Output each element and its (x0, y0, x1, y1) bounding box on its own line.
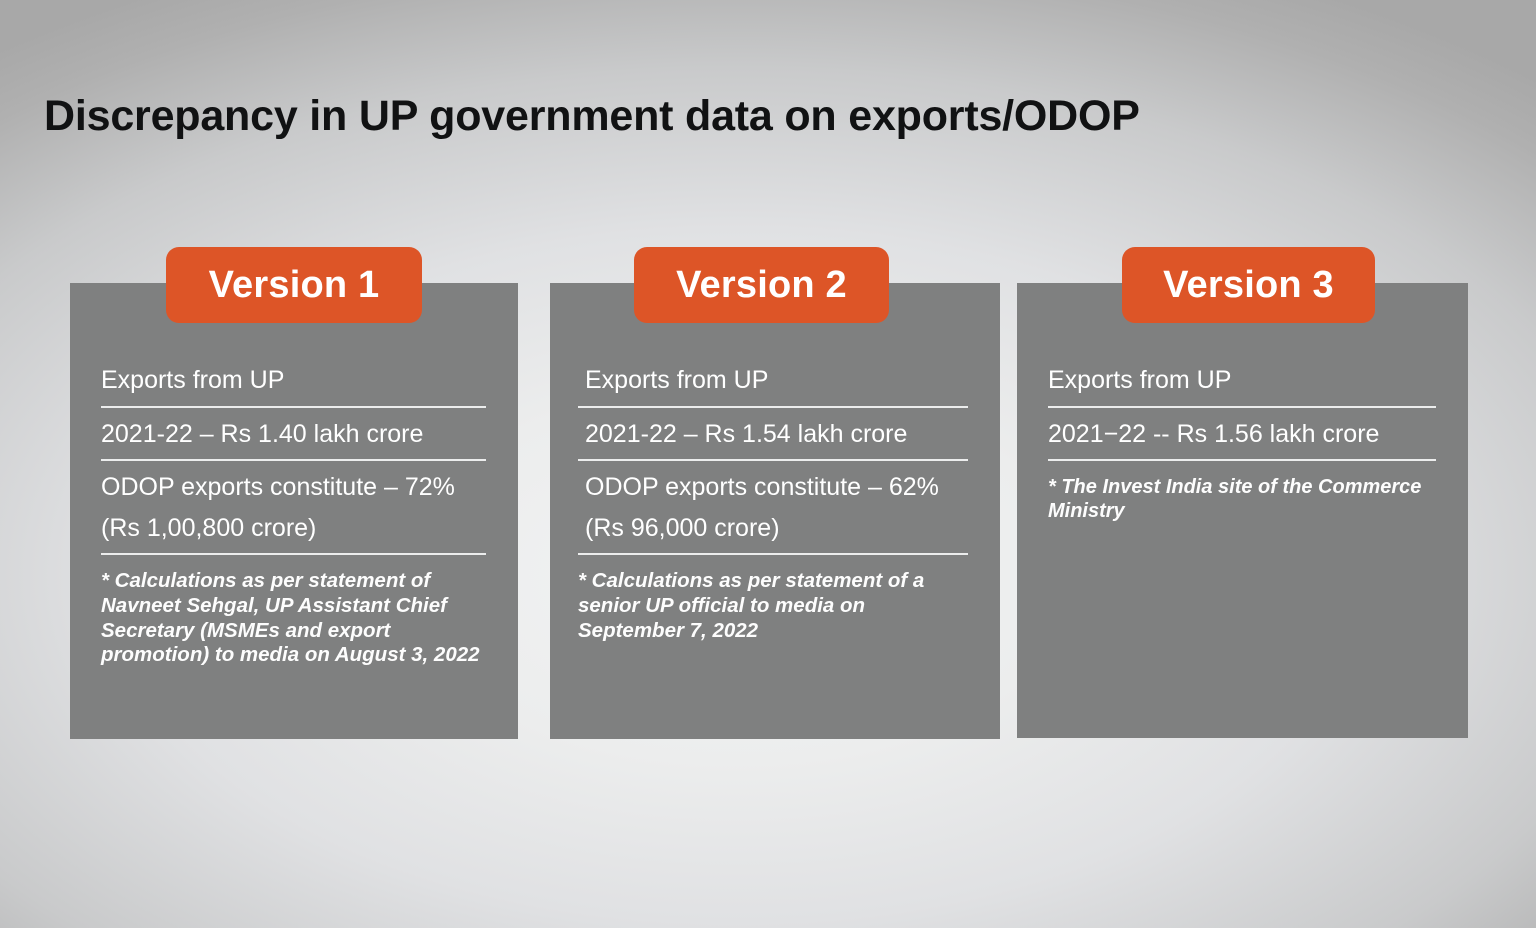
card-2-body: Exports from UP 2021-22 – Rs 1.54 lakh c… (550, 283, 1000, 739)
card-3-note: * The Invest India site of the Commerce … (1048, 476, 1422, 523)
card-3-figure: 2021−22 -- Rs 1.56 lakh crore (1048, 419, 1380, 448)
card-2-note: * Calculations as per statement of a sen… (578, 569, 925, 642)
version-badge-1: Version 1 (166, 247, 422, 323)
card-1-odop-line-2: (Rs 1,00,800 crore) (101, 513, 317, 542)
version-card-3: Exports from UP 2021−22 -- Rs 1.56 lakh … (1017, 283, 1468, 738)
card-2-figure: 2021-22 – Rs 1.54 lakh crore (585, 419, 908, 448)
card-2-divider-1 (578, 405, 968, 408)
card-1-divider-2 (101, 459, 486, 461)
card-3-heading: Exports from UP (1048, 366, 1232, 394)
card-2-divider-3 (578, 553, 968, 555)
card-3-divider-2 (1048, 459, 1436, 461)
version-card-1: Exports from UP 2021-22 – Rs 1.40 lakh c… (70, 283, 518, 739)
card-1-divider-3 (101, 553, 486, 555)
card-2-odop-line-2: (Rs 96,000 crore) (585, 513, 780, 542)
card-3-divider-1 (1048, 405, 1436, 408)
version-badge-3: Version 3 (1122, 247, 1375, 323)
version-badge-2: Version 2 (634, 247, 889, 323)
card-1-odop-line-1: ODOP exports constitute – 72% (101, 473, 455, 501)
card-1-heading: Exports from UP (101, 366, 285, 394)
card-2-odop-line-1: ODOP exports constitute – 62% (585, 473, 939, 501)
page-title: Discrepancy in UP government data on exp… (44, 92, 1140, 140)
card-2-divider-2 (578, 459, 968, 461)
card-1-divider-1 (101, 405, 486, 408)
card-3-body: Exports from UP 2021−22 -- Rs 1.56 lakh … (1017, 283, 1468, 738)
card-1-note: * Calculations as per statement of Navne… (101, 569, 480, 667)
card-1-body: Exports from UP 2021-22 – Rs 1.40 lakh c… (70, 283, 518, 739)
version-card-2: Exports from UP 2021-22 – Rs 1.54 lakh c… (550, 283, 1000, 739)
card-2-heading: Exports from UP (585, 366, 769, 394)
card-1-figure: 2021-22 – Rs 1.40 lakh crore (101, 419, 424, 448)
